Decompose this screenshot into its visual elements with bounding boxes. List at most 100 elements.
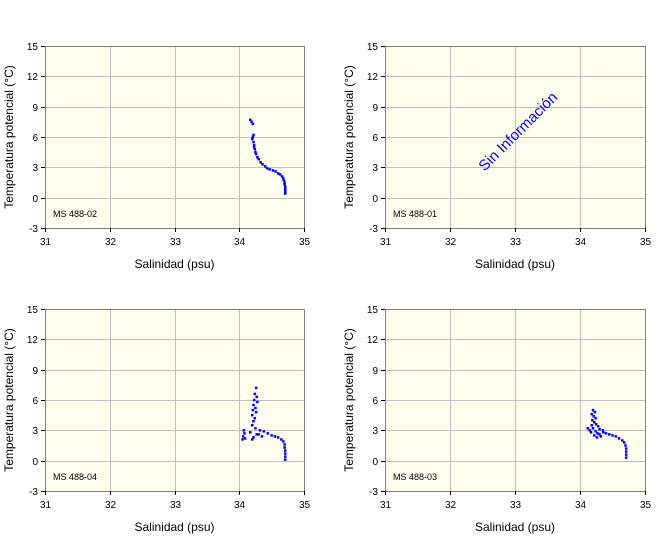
data-point [250,120,253,124]
y-tick-label: -3 [29,487,38,498]
data-point [283,449,287,452]
data-point [252,133,255,137]
y-tick-label: 3 [32,426,38,437]
data-point [251,135,255,139]
chart-ms-488-03: 31 32 33 34 35 -3 0 3 6 9 12 15 Salinidad (psu) Tempe… [342,305,651,534]
data-point [283,446,286,449]
data-point [266,432,269,435]
y-tick-label: 3 [32,163,38,174]
station-label: MS 488-02 [53,209,97,219]
x-tick-label: 32 [445,237,457,248]
x-tick-label: 31 [40,500,52,511]
data-point [283,192,287,195]
data-point [590,424,593,427]
data-point [283,458,287,461]
x-tick-label: 34 [575,500,587,511]
y-tick-label: 0 [32,194,38,205]
data-point [262,430,266,433]
y-tick-label: 15 [367,305,379,316]
x-tick-label: 33 [170,500,182,511]
x-axis-label: Salinidad (psu) [134,257,214,271]
x-tick-label: 34 [234,500,246,511]
data-point [271,169,275,172]
x-tick-label: 31 [40,237,52,248]
data-point [252,145,256,149]
data-point [617,437,621,440]
data-point [242,429,246,432]
y-tick-label: 3 [372,163,378,174]
station-label: MS 488-04 [53,472,97,482]
data-point [283,181,286,184]
x-axis-label: Salinidad (psu) [475,520,555,534]
x-axis-label: Salinidad (psu) [134,520,214,534]
data-point [276,172,280,175]
data-point [283,187,287,190]
y-tick-label: -3 [29,224,38,235]
data-point [249,118,252,122]
data-point [624,444,627,447]
y-tick-label: 6 [372,396,378,407]
data-point [257,433,260,436]
data-point [255,395,258,399]
data-point [591,427,595,430]
y-tick-label: 9 [372,366,378,377]
data-point [256,400,259,404]
data-point [253,416,257,420]
data-point [241,435,245,438]
data-point [251,122,255,126]
data-point [259,161,262,164]
y-tick-label: 15 [27,305,39,316]
data-point [268,168,271,171]
x-tick-label: 33 [170,237,182,248]
data-point [254,150,257,154]
x-tick-label: 32 [105,500,117,511]
data-point [602,431,605,434]
data-point [254,406,257,410]
y-tick-label: 3 [372,426,378,437]
data-point [624,453,628,456]
data-point [282,177,285,180]
x-tick-label: 35 [640,237,652,248]
data-point [283,443,286,446]
x-tick-label: 32 [105,237,117,248]
data-point [598,433,601,436]
data-point [589,431,593,434]
data-point [601,429,604,432]
data-point [283,455,287,458]
data-point [253,392,257,396]
y-tick-label: 12 [27,72,39,83]
x-tick-label: 35 [299,237,311,248]
x-tick-label: 35 [640,500,652,511]
data-point [276,436,280,439]
data-point [241,438,244,441]
data-point [283,189,287,192]
data-point [243,437,247,440]
y-tick-label: 12 [27,335,39,346]
data-point [596,432,599,435]
data-point [270,434,273,437]
data-point [624,447,628,450]
data-point [594,416,597,420]
y-axis-label: Temperatura potencial (°C) [2,328,16,472]
data-point [253,147,257,151]
y-tick-label: 15 [367,42,379,53]
y-tick-label: 9 [32,103,38,114]
data-point [250,424,254,427]
data-point [254,152,258,156]
data-point [604,432,608,435]
data-point [280,438,283,441]
data-point [252,398,256,402]
y-tick-label: 6 [32,133,38,144]
y-tick-label: 9 [372,103,378,114]
chart-ms-488-04: 31 32 33 34 35 -3 0 3 6 9 12 15 Salinidad (psu) Tempe… [2,305,310,534]
x-axis-label: Salinidad (psu) [475,257,555,271]
y-tick-label: -3 [369,487,378,498]
x-tick-label: 32 [445,500,457,511]
data-point [252,403,255,407]
data-point [252,140,255,144]
x-tick-label: 33 [510,500,522,511]
data-point [254,427,257,430]
data-point [252,143,256,147]
data-point [624,456,628,459]
